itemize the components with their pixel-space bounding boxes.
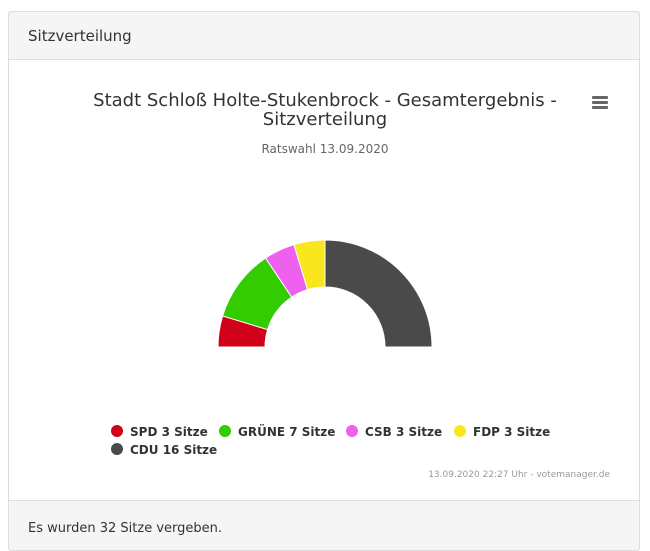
donut-slices [217,239,433,348]
chart-title-line-2: Sitzverteilung [263,109,387,130]
legend-item-csb[interactable]: CSB 3 Sitze [346,425,442,439]
legend-marker [454,425,466,437]
legend-marker [346,425,358,437]
legend-label: GRÜNE 7 Sitze [238,424,335,439]
legend-item-cdu[interactable]: CDU 16 Sitze [111,443,217,457]
legend-marker [111,425,123,437]
legend-label: CSB 3 Sitze [365,425,442,439]
panel-title: Sitzverteilung [28,27,132,45]
legend-item-spd[interactable]: SPD 3 Sitze [111,425,208,439]
chart-credits[interactable]: 13.09.2020 22:27 Uhr - votemanager.de [428,470,610,480]
chart-title-line-1: Stadt Schloß Holte-Stukenbrock - Gesamte… [93,90,557,111]
hamburger-menu-icon[interactable] [586,90,614,116]
seats-summary-text: Es wurden 32 Sitze vergeben. [28,521,222,536]
legend-item-fdp[interactable]: FDP 3 Sitze [454,425,550,439]
chart-subtitle: Ratswahl 13.09.2020 [261,142,388,156]
panel-heading: Sitzverteilung [9,12,639,60]
chart-legend: SPD 3 Sitze GRÜNE 7 Sitze CSB 3 Sitze FDP 3… [111,424,550,457]
legend-marker [111,443,123,455]
legend-label: CDU 16 Sitze [130,443,217,457]
legend-item-gr-ne[interactable]: GRÜNE 7 Sitze [219,424,335,439]
legend-label: SPD 3 Sitze [130,425,208,439]
legend-label: FDP 3 Sitze [473,425,550,439]
legend-marker [219,425,231,437]
slice-cdu[interactable] [324,239,433,348]
